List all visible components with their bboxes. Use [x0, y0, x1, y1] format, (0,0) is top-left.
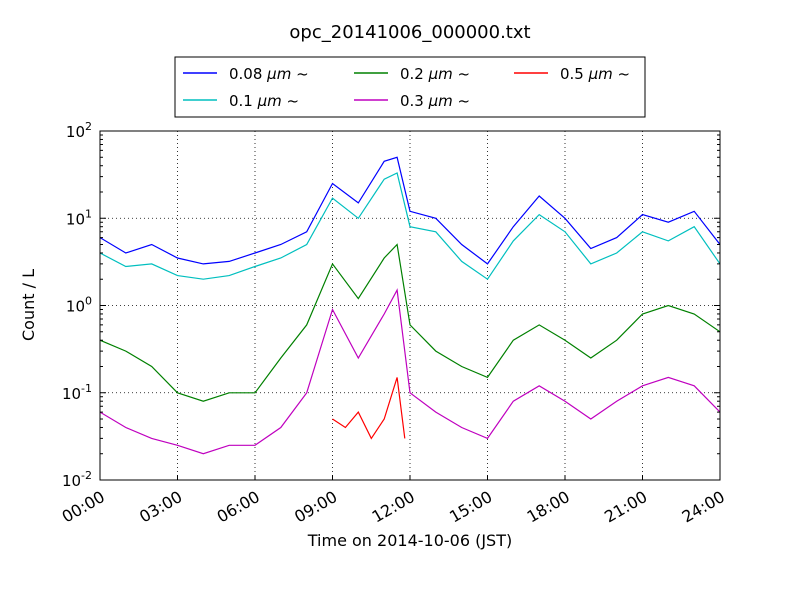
- y-tick-label: 10-1: [62, 382, 92, 403]
- legend-label: 0.3 μm ~: [400, 92, 470, 110]
- series-line: [332, 377, 406, 440]
- legend-label: 0.5 μm ~: [560, 65, 630, 83]
- y-tick-label: 102: [66, 120, 92, 141]
- legend: 0.08 μm ~ 0.1 μm ~ 0.2 μm ~ 0.3 μm ~ 0.5 μm …: [174, 56, 646, 118]
- legend-label: 0.08 μm ~: [229, 65, 309, 83]
- x-axis-label: Time on 2014-10-06 (JST): [307, 531, 512, 550]
- y-tick-label: 100: [66, 295, 92, 316]
- series-lines: [100, 156, 720, 455]
- y-tick-label: 10-2: [62, 469, 92, 490]
- chart-title: opc_20141006_000000.txt: [289, 22, 530, 43]
- series-line: [100, 243, 720, 402]
- legend-label: 0.1 μm ~: [229, 92, 299, 110]
- y-tick-label: 101: [66, 207, 92, 228]
- legend-box: [174, 56, 646, 118]
- legend-label: 0.2 μm ~: [400, 65, 470, 83]
- y-axis-label: Count / L: [19, 269, 38, 341]
- series-line: [100, 288, 720, 455]
- series-line: [100, 172, 720, 281]
- series-line: [100, 156, 720, 265]
- grid-lines: [100, 131, 720, 480]
